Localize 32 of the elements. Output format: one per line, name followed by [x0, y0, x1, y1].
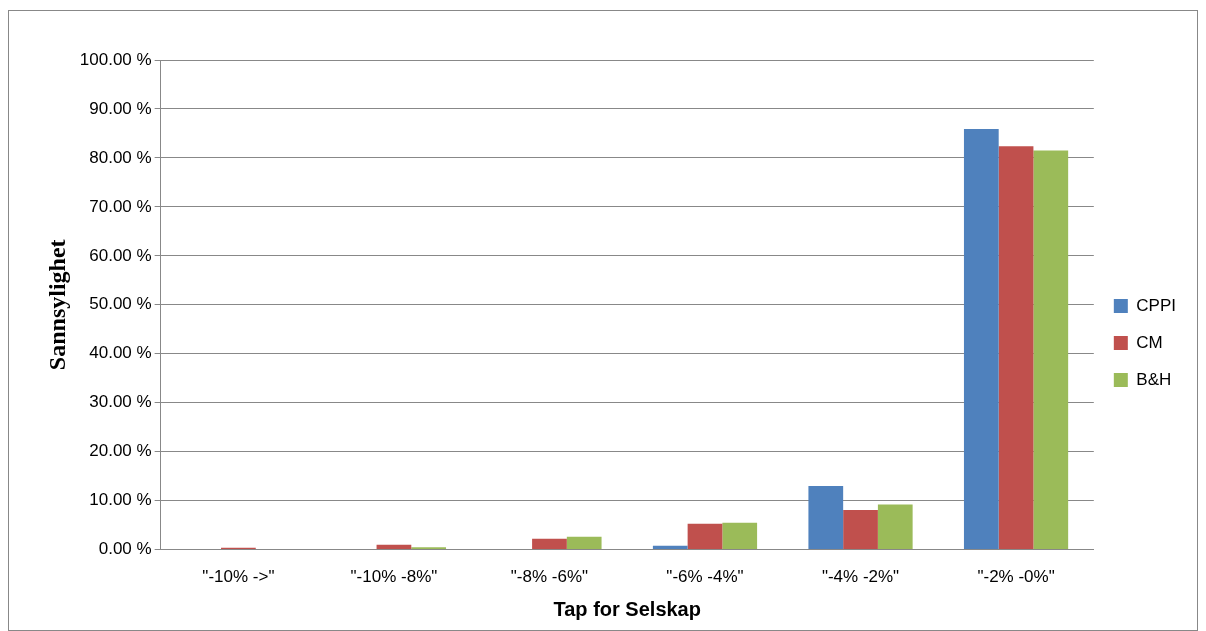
y-tick-label: 0.00 %: [98, 539, 152, 559]
bar: [1033, 150, 1069, 550]
bar: [843, 509, 878, 550]
y-tick-label: 60.00 %: [89, 245, 152, 265]
bar: [877, 504, 913, 550]
bar: [722, 522, 758, 550]
x-tick-label: "-6% -4%": [666, 567, 744, 587]
bar: [963, 129, 999, 550]
y-tick-label: 90.00 %: [89, 98, 152, 118]
y-tick-label: 50.00 %: [89, 294, 152, 314]
y-tick-label: 100.00 %: [79, 49, 152, 69]
x-tick-label: "-4% -2%": [821, 567, 900, 587]
bar: [808, 485, 844, 550]
y-axis-title: Sannsylighet: [43, 239, 70, 371]
y-tick-label: 30.00 %: [89, 392, 152, 412]
bar: [532, 538, 567, 550]
x-tick-label: "-10% ->": [202, 567, 275, 587]
legend-label: CPPI: [1136, 295, 1177, 315]
x-tick-label: "-8% -6%": [510, 567, 589, 587]
y-tick-label: 20.00 %: [89, 441, 152, 461]
legend-label: B&H: [1136, 369, 1172, 389]
y-tick-label: 70.00 %: [89, 196, 152, 216]
bar: [998, 146, 1034, 550]
x-axis-title: Tap for Selskap: [553, 597, 701, 620]
legend-label: CM: [1136, 332, 1163, 352]
y-tick-label: 40.00 %: [89, 343, 152, 363]
x-tick-label: "-2% -0%": [977, 567, 1055, 587]
y-tick-label: 80.00 %: [89, 147, 152, 167]
bar: [687, 523, 723, 550]
x-tick-label: "-10% -8%": [350, 567, 438, 587]
bar: [566, 536, 602, 550]
y-tick-label: 10.00 %: [89, 490, 152, 510]
